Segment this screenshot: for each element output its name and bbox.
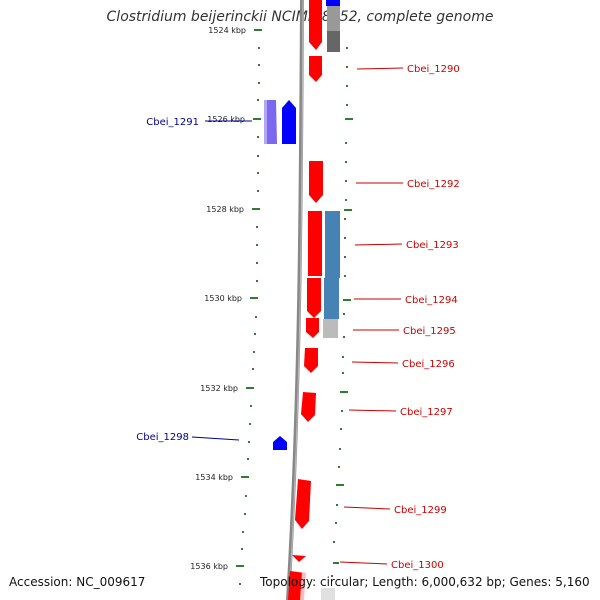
kbp-tick-mark xyxy=(246,387,254,389)
gene-label-cbei-1296[interactable]: Cbei_1296 xyxy=(351,359,455,370)
forward-gene-cbei-1300[interactable] xyxy=(292,555,306,562)
gene-label-cbei-1297[interactable]: Cbei_1297 xyxy=(348,407,453,418)
forward-gene-cbei-1290[interactable] xyxy=(309,56,322,82)
gene-label-text: Cbei_1300 xyxy=(391,560,444,571)
forward-gene-cbei-1296[interactable] xyxy=(304,348,318,373)
reverse-gene-cbei-1291[interactable] xyxy=(264,100,296,144)
gene-label-text: Cbei_1295 xyxy=(403,326,456,337)
kbp-tick-label: 1532 kbp xyxy=(200,384,238,393)
kbp-tick-mark xyxy=(241,476,249,478)
gene-label-text: Cbei_1296 xyxy=(402,359,455,370)
top-partial-genes xyxy=(309,0,340,52)
kbp-tick-mark xyxy=(250,297,258,299)
kbp-scale: 1524 kbp 1526 kbp 1528 kbp 1530 kbp 1532 kbp… xyxy=(190,26,262,571)
gene-label-cbei-1293[interactable]: Cbei_1293 xyxy=(354,240,459,251)
gene-label-text: Cbei_1292 xyxy=(407,179,460,190)
kbp-tick-label: 1526 kbp xyxy=(207,115,245,124)
kbp-tick-mark xyxy=(236,565,244,567)
outer-dotted-ring xyxy=(331,47,353,577)
gene-label-text: Cbei_1294 xyxy=(405,295,458,306)
kbp-tick-label: 1530 kbp xyxy=(204,294,242,303)
gene-label-cbei-1291[interactable]: Cbei_1291 xyxy=(146,117,252,128)
gene-label-text: Cbei_1298 xyxy=(136,432,189,443)
forward-gene-cbei-1299[interactable] xyxy=(295,479,311,529)
gene-label-cbei-1298[interactable]: Cbei_1298 xyxy=(136,432,240,443)
kbp-tick-mark xyxy=(252,208,260,210)
topology-text: Topology: circular; Length: 6,000,632 bp… xyxy=(260,575,590,589)
gene-label-text: Cbei_1290 xyxy=(407,64,460,75)
kbp-tick-label: 1524 kbp xyxy=(208,26,246,35)
kbp-tick-mark xyxy=(253,118,261,120)
kbp-tick-label: 1534 kbp xyxy=(195,473,233,482)
gene-label-cbei-1292[interactable]: Cbei_1292 xyxy=(356,179,460,190)
forward-gene-cbei-1293[interactable] xyxy=(308,211,340,278)
kbp-tick-label: 1536 kbp xyxy=(190,562,228,571)
gene-label-text: Cbei_1299 xyxy=(394,505,447,516)
forward-gene-cbei-1292[interactable] xyxy=(309,161,323,203)
reverse-gene-cbei-1298[interactable] xyxy=(273,436,287,450)
kbp-tick-mark xyxy=(254,29,262,31)
forward-gene-cbei-1294[interactable] xyxy=(307,278,339,319)
accession-text: Accession: NC_009617 xyxy=(9,575,146,589)
gene-label-text: Cbei_1291 xyxy=(146,117,199,128)
inner-dotted-ring xyxy=(239,47,260,585)
genome-backbone xyxy=(286,0,304,600)
bottom-partial-genes xyxy=(288,571,335,600)
gene-label-cbei-1299[interactable]: Cbei_1299 xyxy=(343,505,447,516)
gene-label-text: Cbei_1293 xyxy=(406,240,459,251)
kbp-tick-label: 1528 kbp xyxy=(206,205,244,214)
gene-label-text: Cbei_1297 xyxy=(400,407,453,418)
forward-gene-cbei-1297[interactable] xyxy=(301,392,316,422)
gene-label-cbei-1290[interactable]: Cbei_1290 xyxy=(356,64,460,75)
gene-label-cbei-1295[interactable]: Cbei_1295 xyxy=(353,326,456,337)
forward-gene-cbei-1295[interactable] xyxy=(306,318,338,338)
gene-label-cbei-1294[interactable]: Cbei_1294 xyxy=(354,295,458,306)
gene-label-cbei-1300[interactable]: Cbei_1300 xyxy=(339,560,444,571)
